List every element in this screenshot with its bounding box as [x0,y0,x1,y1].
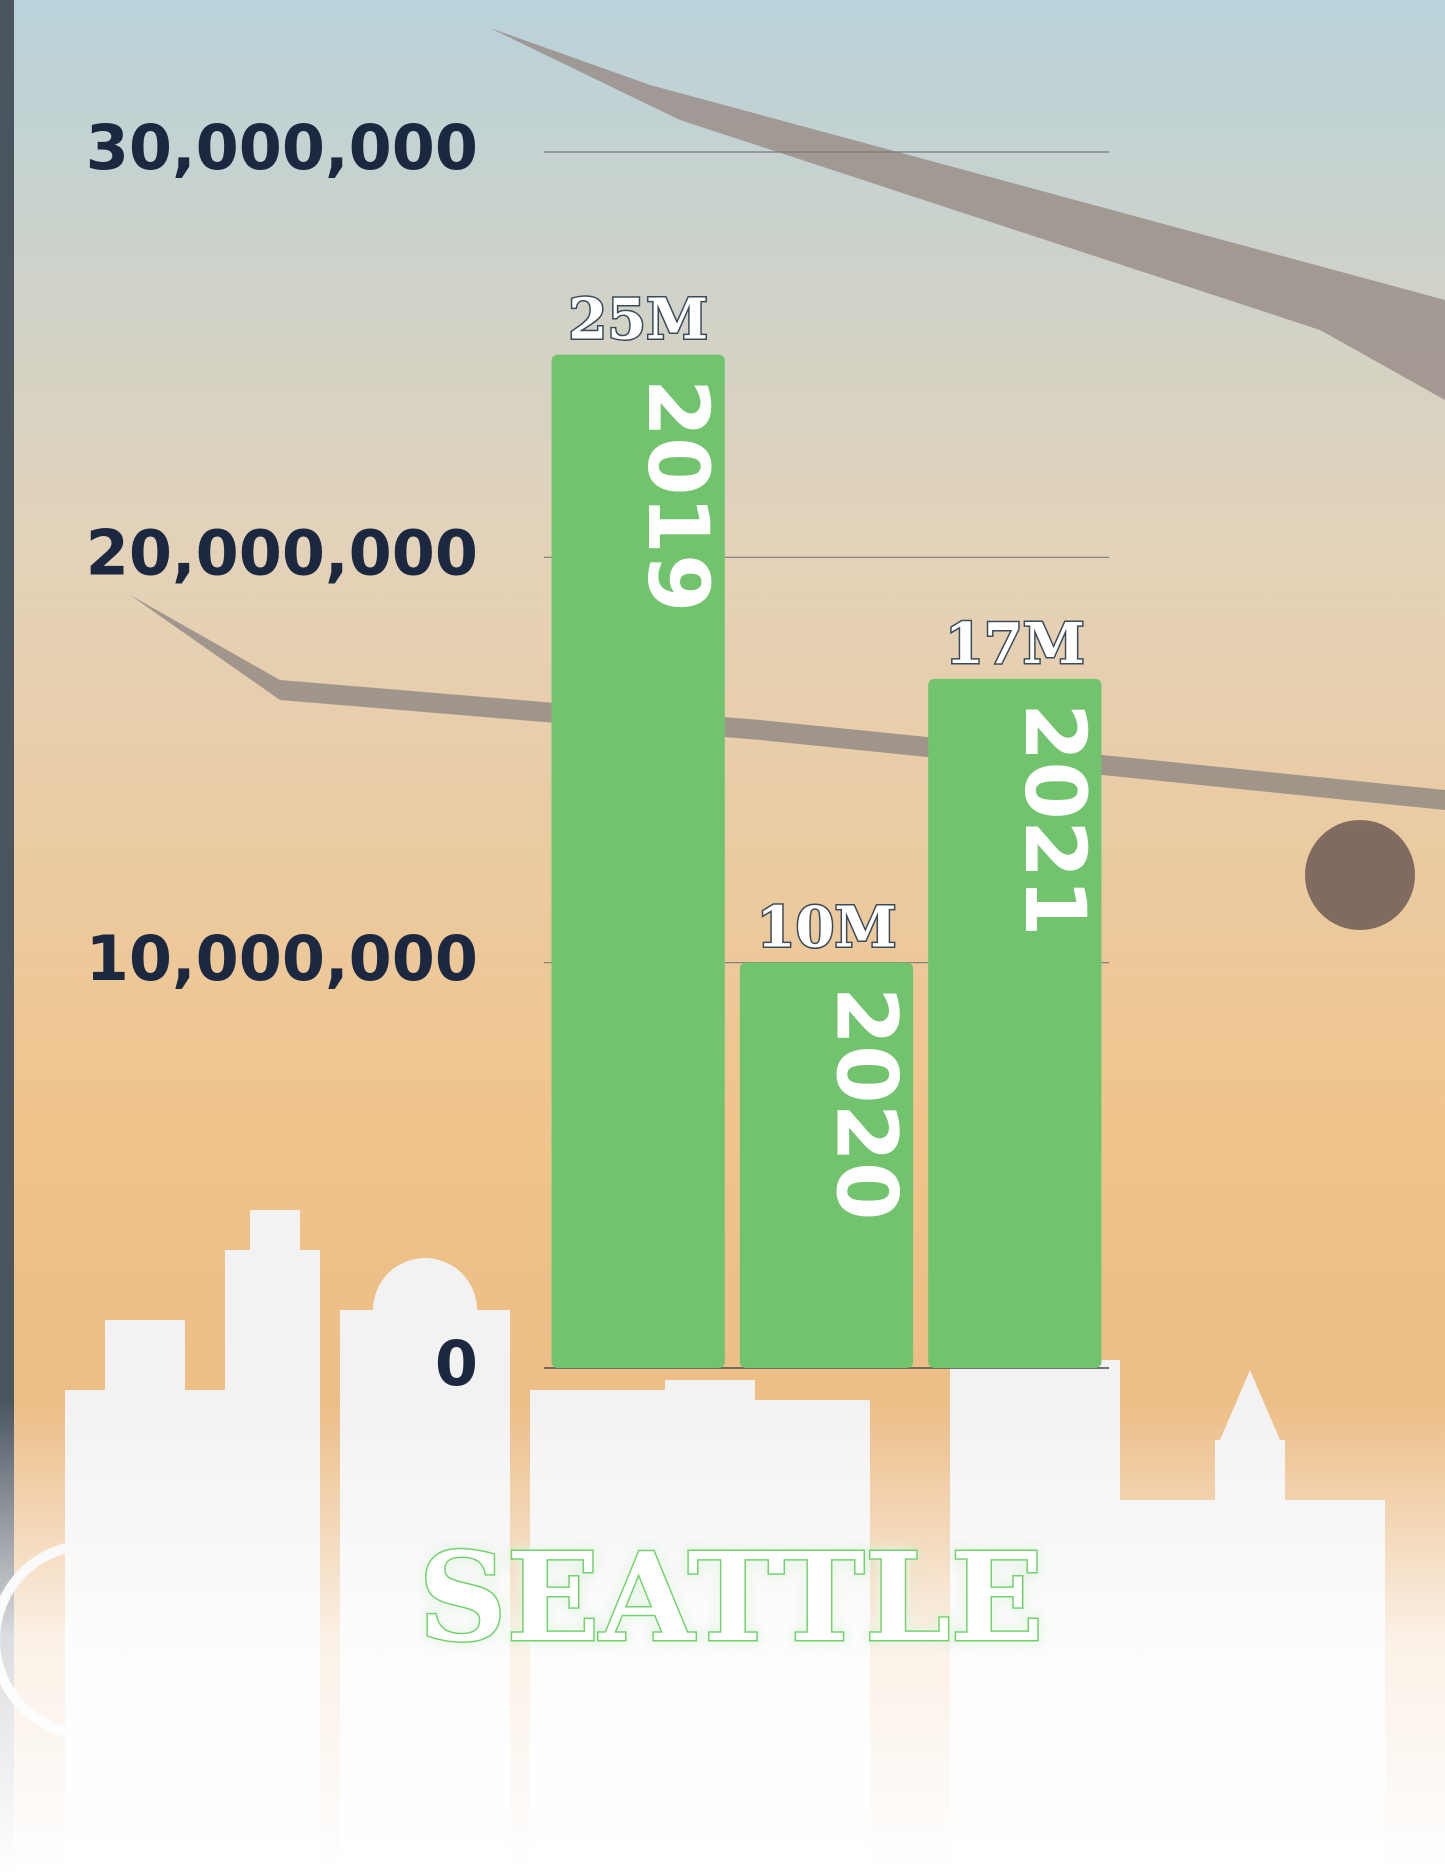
y-tick-label: 0 [435,1327,478,1400]
y-tick-label: 30,000,000 [86,111,478,184]
y-tick-label: 10,000,000 [86,922,478,995]
value-label: 10M [757,895,897,961]
chart-title: SEATTLE [418,1525,1043,1669]
page: {"chart_data": {"type": "bar", "title": … [0,0,1445,1874]
value-label: 17M [945,611,1085,677]
chart: 0 10,000,000 20,000,000 30,000,000 25M 2019 10… [0,0,1445,1874]
y-tick-label: 20,000,000 [86,516,478,589]
value-label: 25M [568,287,708,353]
category-label: 2019 [629,379,727,613]
category-label: 2020 [818,987,916,1221]
category-label: 2021 [1006,703,1104,937]
